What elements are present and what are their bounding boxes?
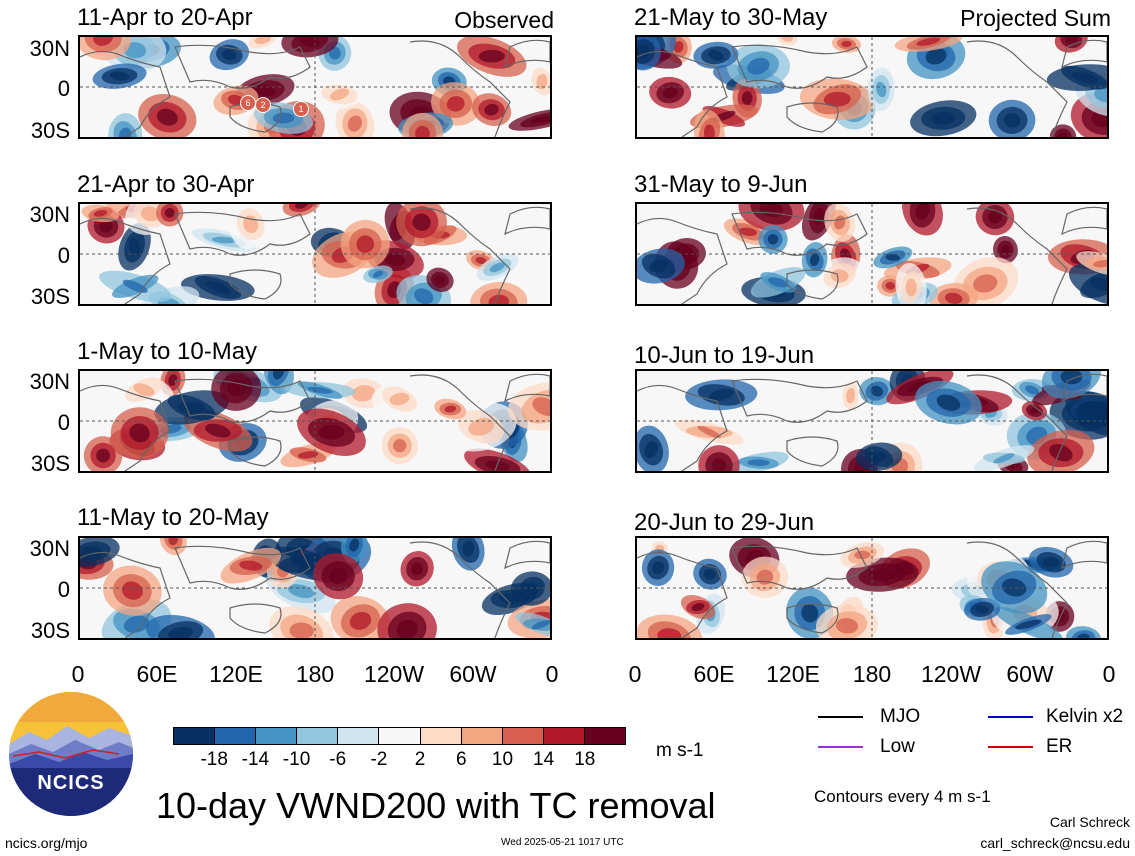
xlab-right-120w: 120W xyxy=(920,661,982,687)
panel-title-4: 31-May to 9-Jun xyxy=(634,171,808,198)
main-title: 10-day VWND200 with TC removal xyxy=(156,785,716,826)
colorbar-swatch xyxy=(502,728,544,744)
colorbar-tick-label: -2 xyxy=(370,749,388,770)
ylab-30s-r2: 30S xyxy=(30,284,70,309)
colorbar xyxy=(173,727,626,745)
map-panel-7 xyxy=(78,536,552,640)
panel-title-3: 21-Apr to 30-Apr xyxy=(77,171,255,198)
map-panel-1 xyxy=(78,35,552,139)
map-panel-4 xyxy=(635,202,1109,306)
map-field xyxy=(80,538,550,638)
colorbar-swatch xyxy=(543,728,585,744)
ylab-30n-r4: 30N xyxy=(29,536,70,561)
panel-title-8: 20-Jun to 29-Jun xyxy=(634,509,815,536)
footer-author: Carl Schreck xyxy=(1049,814,1130,830)
xlab-left-180: 180 xyxy=(295,661,335,687)
colorbar-swatch xyxy=(297,728,339,744)
map-field xyxy=(637,371,1107,471)
colorbar-tick-label: -14 xyxy=(241,749,270,770)
panel-label-observed: Observed xyxy=(454,7,554,33)
footer-site-link[interactable]: ncics.org/mjo xyxy=(5,835,88,851)
colorbar-tick-label: 2 xyxy=(414,749,426,770)
xlab-left-0: 0 xyxy=(71,661,85,687)
footer-email-link[interactable]: carl_schreck@ncsu.edu xyxy=(980,835,1130,851)
ylab-0-r1: 0 xyxy=(57,76,70,101)
map-panel-5 xyxy=(78,369,552,473)
ylab-0-r3: 0 xyxy=(57,410,70,435)
xlab-left-60w: 60W xyxy=(449,661,497,687)
tc-marker-2: 2 xyxy=(255,97,271,113)
ylab-30n-r2: 30N xyxy=(29,202,70,227)
xlab-left-120e: 120E xyxy=(209,661,263,687)
map-field xyxy=(80,37,550,137)
legend-label-mjo: MJO xyxy=(880,706,921,727)
map-panel-3 xyxy=(78,202,552,306)
map-field xyxy=(80,204,550,304)
xlab-right-60w: 60W xyxy=(1006,661,1054,687)
legend-line-kelvin xyxy=(988,716,1033,718)
ylab-30n-r3: 30N xyxy=(29,369,70,394)
logo-text: NCICS xyxy=(37,772,105,794)
legend-label-kelvin: Kelvin x2 xyxy=(1046,706,1124,727)
ylab-0-r2: 0 xyxy=(57,243,70,268)
map-field xyxy=(637,37,1107,137)
ylab-30s-r1: 30S xyxy=(30,118,70,143)
panel-label-projected: Projected Sum xyxy=(960,5,1111,31)
tc-marker-6: 6 xyxy=(240,95,256,111)
legend-line-low xyxy=(818,746,863,748)
colorbar-tick-label: -6 xyxy=(329,749,347,770)
map-field xyxy=(637,538,1107,638)
colorbar-swatch xyxy=(215,728,257,744)
xlab-left-0b: 0 xyxy=(545,661,559,687)
colorbar-swatch xyxy=(420,728,462,744)
colorbar-swatch xyxy=(338,728,380,744)
footer-timestamp: Wed 2025-05-21 1017 UTC xyxy=(501,837,624,848)
legend-line-er xyxy=(988,746,1033,748)
xlab-right-0: 0 xyxy=(628,661,642,687)
colorbar-swatch xyxy=(584,728,626,744)
colorbar-swatch xyxy=(256,728,298,744)
ylab-0-r4: 0 xyxy=(57,577,70,602)
ylab-30s-r4: 30S xyxy=(30,618,70,643)
colorbar-swatch xyxy=(174,728,216,744)
colorbar-tick-label: 18 xyxy=(574,749,596,770)
legend-label-low: Low xyxy=(880,736,915,757)
colorbar-tick-label: -18 xyxy=(200,749,228,770)
xlab-right-60e: 60E xyxy=(693,661,735,687)
panel-title-2: 21-May to 30-May xyxy=(634,4,828,31)
colorbar-tick-label: 6 xyxy=(455,749,467,770)
legend-label-er: ER xyxy=(1046,736,1073,757)
colorbar-tick-label: 10 xyxy=(491,749,514,770)
xlab-left-60e: 60E xyxy=(136,661,178,687)
panel-title-1: 11-Apr to 20-Apr xyxy=(77,4,253,31)
panel-title-6: 10-Jun to 19-Jun xyxy=(634,342,815,369)
colorbar-tick-label: 14 xyxy=(533,749,555,770)
tc-marker-1: 1 xyxy=(293,101,309,117)
ncics-logo: NCICS xyxy=(9,692,133,816)
colorbar-swatch xyxy=(461,728,503,744)
ylab-30s-r3: 30S xyxy=(30,451,70,476)
xlab-right-0b: 0 xyxy=(1102,661,1116,687)
map-panel-6 xyxy=(635,369,1109,473)
ylab-30n-r1: 30N xyxy=(29,36,70,61)
colorbar-tick-label: -10 xyxy=(282,749,311,770)
xlab-right-180: 180 xyxy=(852,661,892,687)
map-field xyxy=(80,371,550,471)
legend-line-mjo xyxy=(818,716,863,718)
colorbar-units: m s-1 xyxy=(656,740,704,761)
colorbar-swatch xyxy=(379,728,421,744)
panel-title-5: 1-May to 10-May xyxy=(77,338,258,365)
panel-title-7: 11-May to 20-May xyxy=(77,504,269,531)
map-field xyxy=(637,204,1107,304)
contours-note: Contours every 4 m s-1 xyxy=(814,787,991,806)
logo-mountains-icon xyxy=(9,692,133,816)
xlab-right-120e: 120E xyxy=(766,661,820,687)
map-panel-2 xyxy=(635,35,1109,139)
xlab-left-120w: 120W xyxy=(363,661,425,687)
map-panel-8 xyxy=(635,536,1109,640)
